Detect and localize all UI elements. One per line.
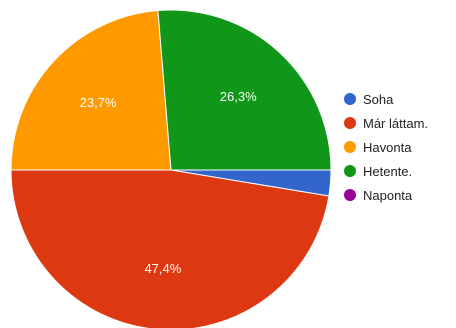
legend: Soha Már láttam. Havonta Hetente. Naponta [344,92,428,203]
legend-item[interactable]: Hetente. [344,164,412,179]
slice-value-label: 47,4% [144,261,181,276]
legend-item[interactable]: Havonta [344,140,412,155]
legend-swatch [344,189,356,201]
legend-label: Havonta [363,140,412,155]
pie-slice-3[interactable] [10,9,172,171]
legend-label: Már láttam. [363,116,428,131]
slice-value-label: 26,3% [220,89,257,104]
legend-swatch [344,165,356,177]
legend-item[interactable]: Naponta [344,188,413,203]
slice-value-label: 23,7% [80,95,117,110]
pie-slice-2[interactable] [10,169,330,328]
legend-label: Naponta [363,188,413,203]
legend-item[interactable]: Soha [344,92,394,107]
pie-slice-4[interactable] [157,9,332,171]
legend-label: Hetente. [363,164,412,179]
legend-swatch [344,141,356,153]
pie-slices [10,9,332,328]
legend-swatch [344,93,356,105]
legend-item[interactable]: Már láttam. [344,116,428,131]
legend-label: Soha [363,92,394,107]
pie-slice-labels: 47,4% 23,7% 26,3% [80,89,257,276]
legend-swatch [344,117,356,129]
